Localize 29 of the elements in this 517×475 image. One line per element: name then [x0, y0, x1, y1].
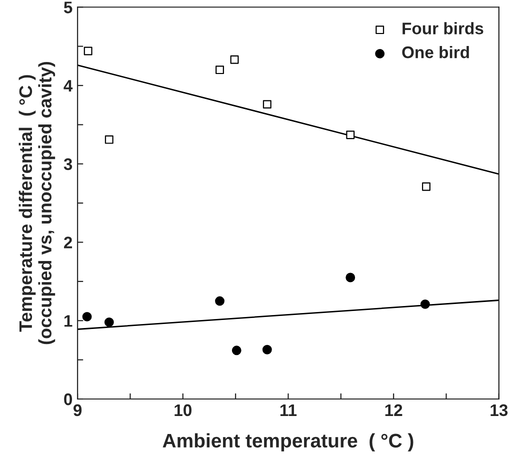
point	[420, 299, 430, 309]
point	[262, 344, 272, 354]
y-tick-label: 5	[64, 2, 72, 14]
x-tick-label: 10	[174, 404, 192, 416]
point	[104, 317, 114, 327]
point	[346, 130, 355, 140]
x-tick-label: 12	[385, 404, 402, 416]
y-tick-label: 4	[64, 80, 73, 92]
legend-label: Four birds	[402, 22, 484, 34]
point	[104, 135, 114, 144]
point	[230, 55, 239, 64]
y-axis-title: Temperature differential ( °C ) (occupied vs, unoccupied cavity)	[18, 62, 56, 344]
x-tick-label: 9	[73, 404, 82, 416]
y-tick-label: 0	[64, 393, 72, 406]
point	[232, 346, 242, 356]
y-tick-label: 3	[64, 158, 72, 170]
legend-label: One bird	[402, 46, 469, 58]
y-tick-label: 1	[64, 315, 72, 327]
point	[215, 296, 224, 306]
x-tick-label: 11	[280, 404, 297, 416]
point	[216, 66, 224, 74]
point	[262, 100, 272, 109]
point	[84, 46, 92, 56]
y-tick-label: 2	[64, 236, 72, 248]
x-axis-title: Ambient temperature ( °C )	[162, 433, 414, 452]
point	[346, 272, 356, 282]
point	[82, 312, 92, 322]
x-tick-label: 13	[490, 404, 508, 416]
point	[422, 182, 430, 191]
